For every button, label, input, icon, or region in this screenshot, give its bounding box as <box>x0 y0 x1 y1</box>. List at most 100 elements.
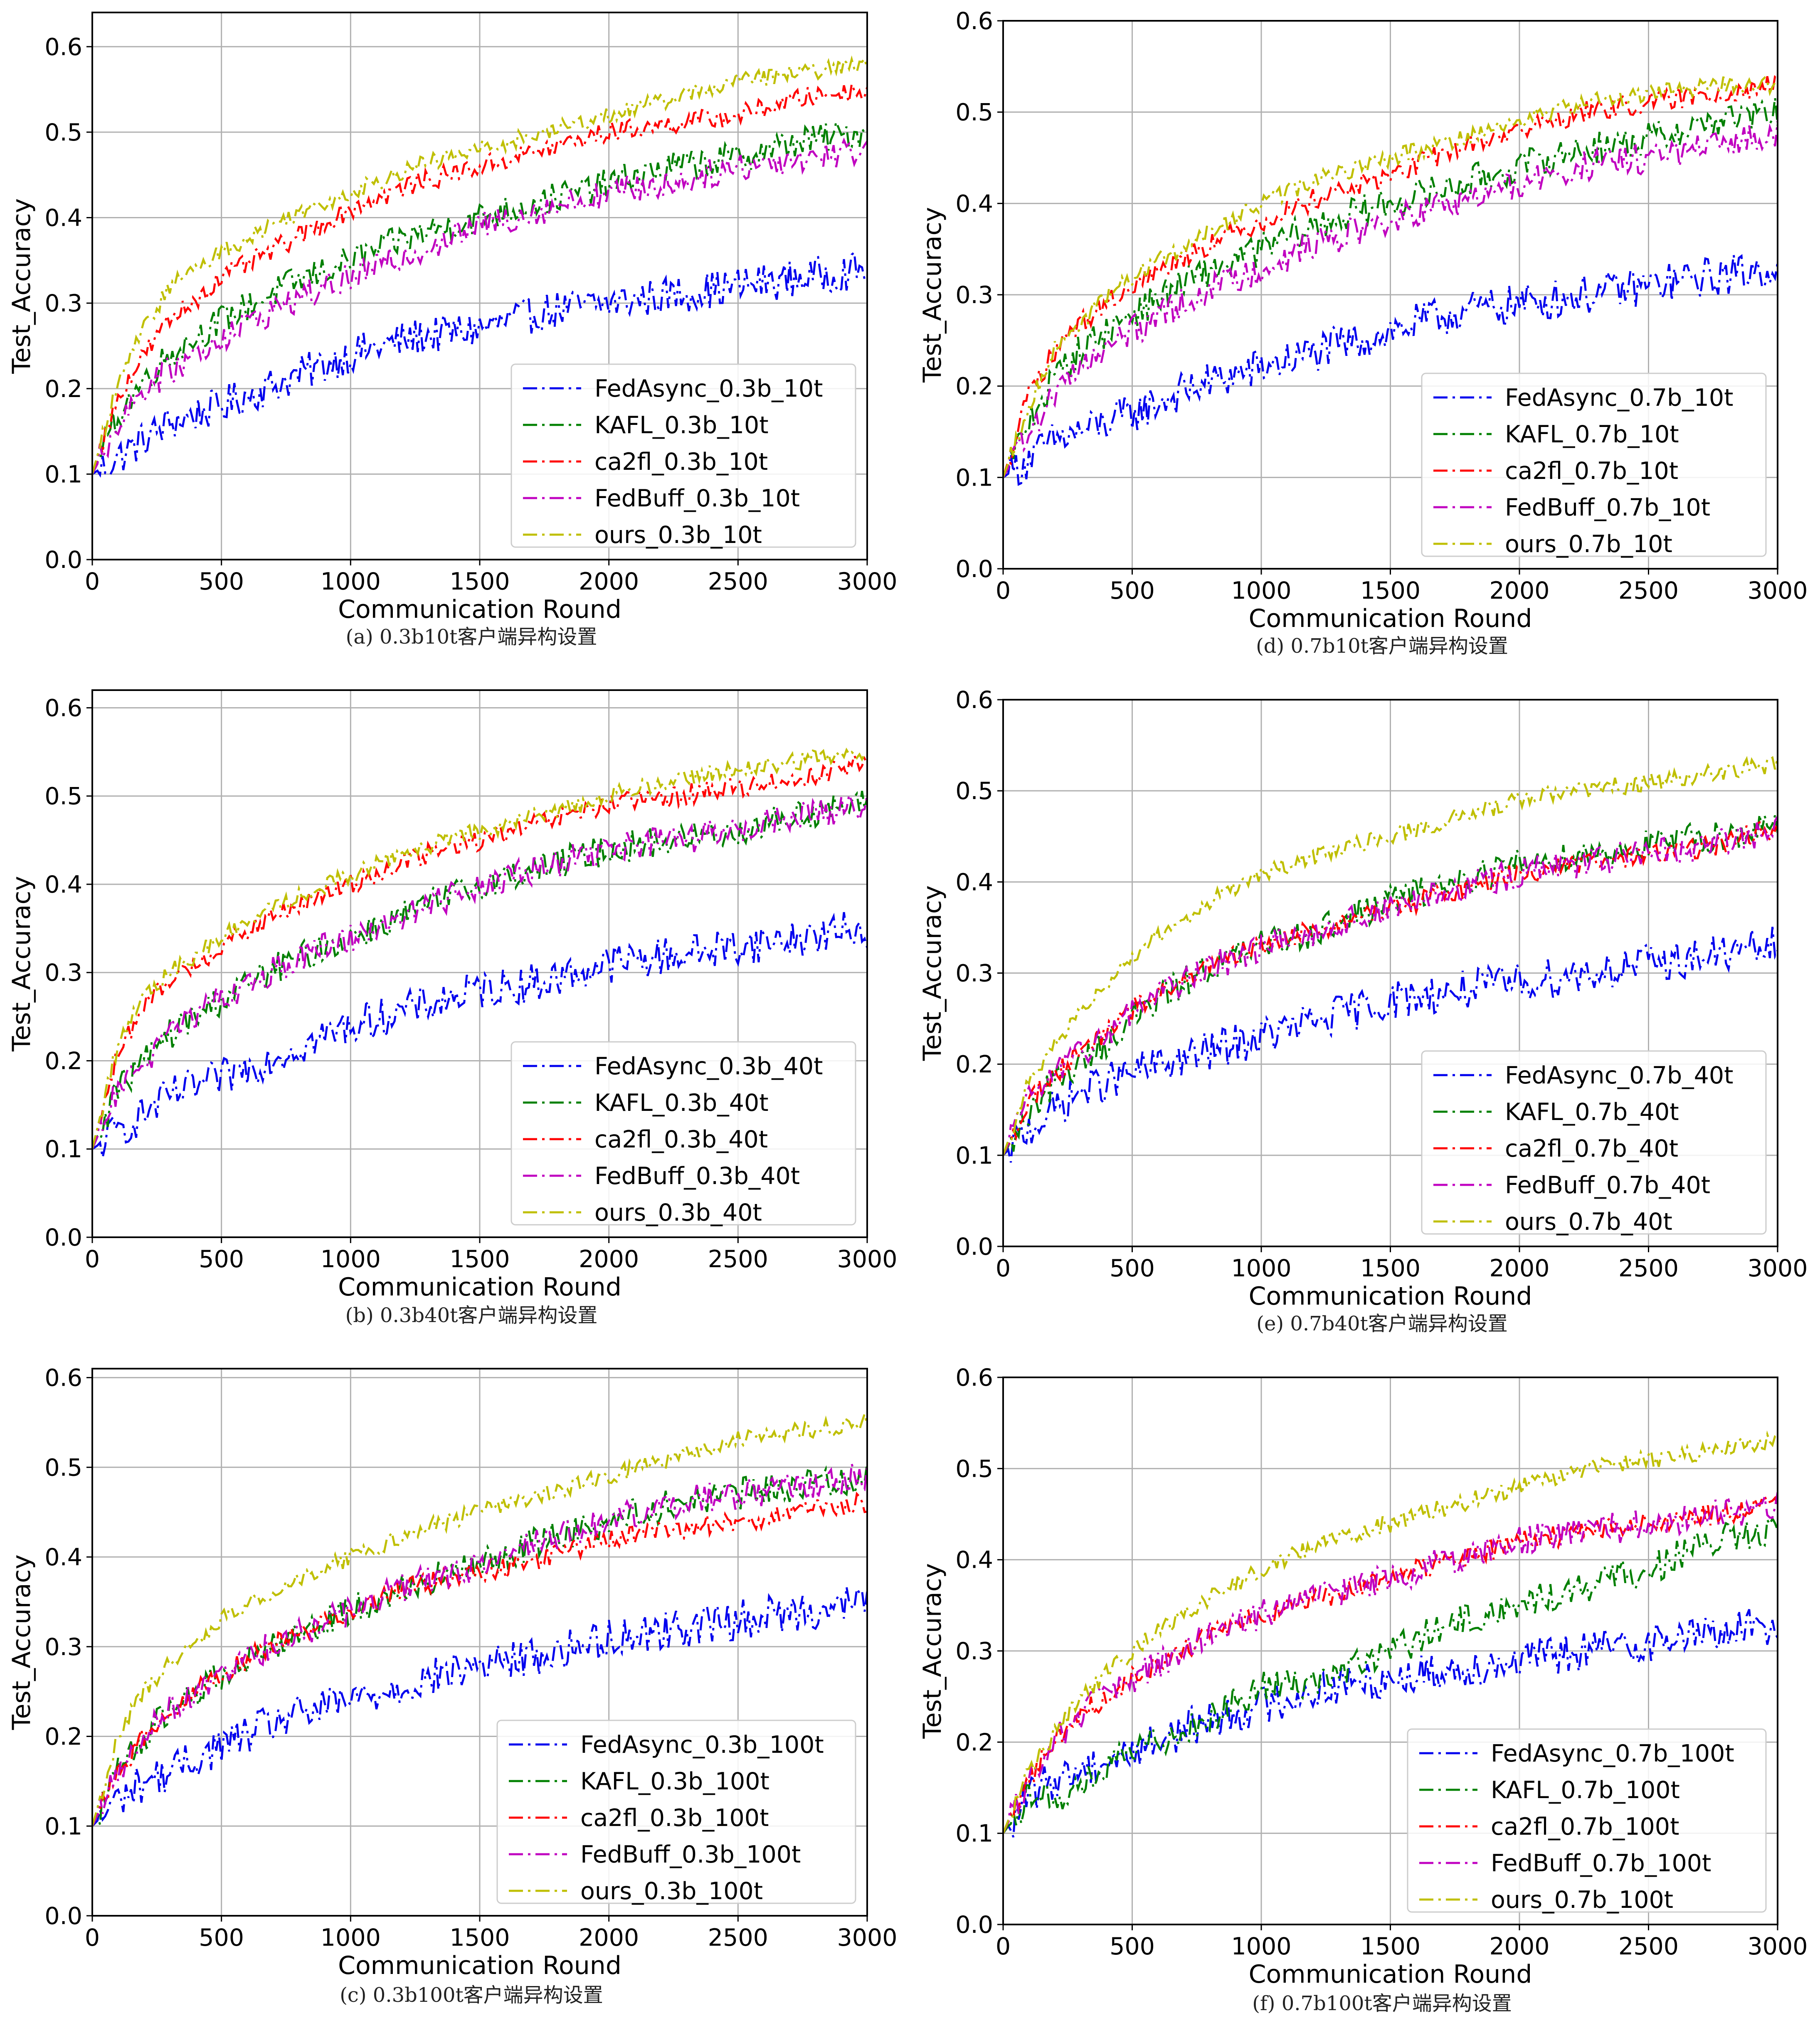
x-axis-label: Communication Round <box>1249 1960 1532 1989</box>
legend-box <box>510 1041 856 1226</box>
legend-box <box>496 1720 856 1904</box>
x-tick-label: 0 <box>85 1924 100 1952</box>
x-tick-label: 1000 <box>321 1924 381 1952</box>
legend-label-fedasync: FedAsync_0.7b_100t <box>1491 1740 1734 1767</box>
legend: FedAsync_0.3b_100t KAFL_0.3b_100t ca2fl_0.… <box>496 1720 856 1905</box>
legend-label-ca2fl: ca2fl_0.7b_100t <box>1491 1813 1679 1841</box>
legend-label-kafl: KAFL_0.3b_10t <box>594 412 769 439</box>
x-axis-label: Communication Round <box>338 1951 621 1980</box>
x-tick-label: 1500 <box>449 568 510 595</box>
x-tick-label: 2000 <box>1489 1255 1549 1282</box>
series-line-ours <box>92 1410 867 1826</box>
series-line-fedbuff <box>1003 121 1778 478</box>
panel-caption: (c) 0.3b100t客户端异构设置 <box>340 1984 603 2007</box>
series-line-ours <box>1003 72 1778 478</box>
y-tick-label: 0.2 <box>44 1047 82 1075</box>
panel-caption: (a) 0.3b10t客户端异构设置 <box>346 625 597 649</box>
legend-label-fedasync: FedAsync_0.7b_10t <box>1505 384 1734 412</box>
chart-panel-f: 0 500 1000 1500 2000 2500 3000 0.0 0.1 0.2 0.3 0.4 0… <box>918 1364 1808 2015</box>
x-tick-label: 3000 <box>1747 1255 1808 1282</box>
x-axis-label: Communication Round <box>338 1273 621 1302</box>
plot-frame <box>91 689 868 1238</box>
legend-label-fedbuff: FedBuff_0.7b_100t <box>1491 1850 1711 1877</box>
x-tick-label: 2500 <box>708 1924 768 1952</box>
x-tick-label: 500 <box>199 568 244 595</box>
series-line-fedasync <box>1003 927 1778 1163</box>
legend-label-kafl: KAFL_0.7b_40t <box>1505 1098 1679 1126</box>
legend-label-kafl: KAFL_0.3b_40t <box>594 1089 769 1117</box>
y-axis-label: Test_Accuracy <box>7 198 36 374</box>
y-axis-label: Test_Accuracy <box>918 1563 947 1739</box>
x-tick-label: 2000 <box>579 1924 639 1952</box>
y-tick-label: 0.6 <box>955 686 993 714</box>
x-tick-label: 3000 <box>1747 577 1808 604</box>
y-tick-label: 0.0 <box>44 1224 82 1251</box>
series-line-fedasync <box>92 912 867 1158</box>
plot-frame <box>1002 1377 1778 1925</box>
x-tick-label: 0 <box>996 577 1011 604</box>
legend-label-ca2fl: ca2fl_0.3b_40t <box>594 1126 768 1153</box>
legend: FedAsync_0.3b_40t KAFL_0.3b_40t ca2fl_0.3b… <box>510 1041 856 1226</box>
y-tick-label: 0.4 <box>44 871 82 898</box>
y-axis-label: Test_Accuracy <box>7 876 36 1052</box>
series-line-kafl <box>92 791 867 1150</box>
x-tick-label: 1500 <box>449 1246 510 1273</box>
x-tick-label: 1500 <box>1360 1255 1420 1282</box>
y-tick-label: 0.1 <box>44 1813 82 1840</box>
y-tick-label: 0.5 <box>44 1454 82 1481</box>
y-tick-label: 0.1 <box>44 1136 82 1163</box>
x-tick-label: 2000 <box>1489 577 1549 604</box>
panel-caption: (d) 0.7b10t客户端异构设置 <box>1256 634 1508 658</box>
series-line-ca2fl <box>92 752 867 1150</box>
y-axis-label: Test_Accuracy <box>918 207 947 383</box>
x-tick-label: 2500 <box>708 1246 768 1273</box>
series-line-kafl <box>92 118 867 475</box>
y-tick-label: 0.6 <box>44 33 82 61</box>
x-tick-label: 0 <box>996 1933 1011 1960</box>
y-tick-label: 0.0 <box>44 546 82 574</box>
x-tick-label: 500 <box>1110 577 1155 604</box>
legend-label-ours: ours_0.3b_100t <box>580 1878 763 1905</box>
y-tick-label: 0.1 <box>955 464 993 491</box>
series-line-fedasync <box>92 250 867 478</box>
y-tick-label: 0.2 <box>955 1729 993 1756</box>
x-tick-label: 3000 <box>837 1924 897 1952</box>
plot-frame <box>91 1368 868 1917</box>
y-tick-label: 0.0 <box>955 1911 993 1939</box>
series-line-fedasync <box>1003 1609 1778 1838</box>
series-line-fedasync <box>92 1586 867 1827</box>
legend-label-ours: ours_0.3b_40t <box>594 1199 762 1226</box>
x-tick-label: 2000 <box>579 568 639 595</box>
plot-frame <box>1002 20 1778 570</box>
legend-label-fedbuff: FedBuff_0.3b_10t <box>594 485 800 512</box>
x-tick-label: 2000 <box>579 1246 639 1273</box>
y-tick-label: 0.4 <box>44 205 82 232</box>
y-tick-label: 0.6 <box>44 694 82 722</box>
y-tick-label: 0.5 <box>44 783 82 810</box>
x-tick-label: 1500 <box>1360 1933 1420 1960</box>
series-line-ca2fl <box>1003 73 1778 478</box>
legend-label-fedasync: FedAsync_0.3b_100t <box>580 1731 824 1759</box>
legend-label-fedasync: FedAsync_0.3b_40t <box>594 1053 823 1080</box>
chart-panel-b: 0 500 1000 1500 2000 2500 3000 0.0 0.1 0.2 0.3 0.4 0… <box>7 689 898 1327</box>
y-tick-label: 0.5 <box>955 99 993 126</box>
legend-label-ca2fl: ca2fl_0.3b_100t <box>580 1804 769 1832</box>
y-tick-label: 0.6 <box>955 7 993 35</box>
panel-caption: (e) 0.7b40t客户端异构设置 <box>1256 1312 1508 1335</box>
y-tick-label: 0.5 <box>44 119 82 146</box>
series-line-ours <box>1003 1430 1778 1834</box>
y-tick-label: 0.1 <box>955 1820 993 1848</box>
x-tick-label: 1500 <box>449 1924 510 1952</box>
x-tick-label: 3000 <box>837 1246 897 1273</box>
legend-label-ours: ours_0.3b_10t <box>594 521 762 549</box>
series-line-fedasync <box>1003 254 1778 486</box>
series-line-ours <box>1003 756 1778 1156</box>
x-tick-label: 500 <box>1110 1933 1155 1960</box>
legend-label-fedasync: FedAsync_0.3b_10t <box>594 375 823 402</box>
series-line-ca2fl <box>92 80 867 475</box>
legend: FedAsync_0.7b_10t KAFL_0.7b_10t ca2fl_0.7b… <box>1421 373 1767 558</box>
x-axis-label: Communication Round <box>1249 1282 1532 1311</box>
y-tick-label: 0.2 <box>955 373 993 400</box>
series-line-fedbuff <box>1003 816 1778 1156</box>
panel-caption: (b) 0.3b40t客户端异构设置 <box>345 1304 598 1327</box>
